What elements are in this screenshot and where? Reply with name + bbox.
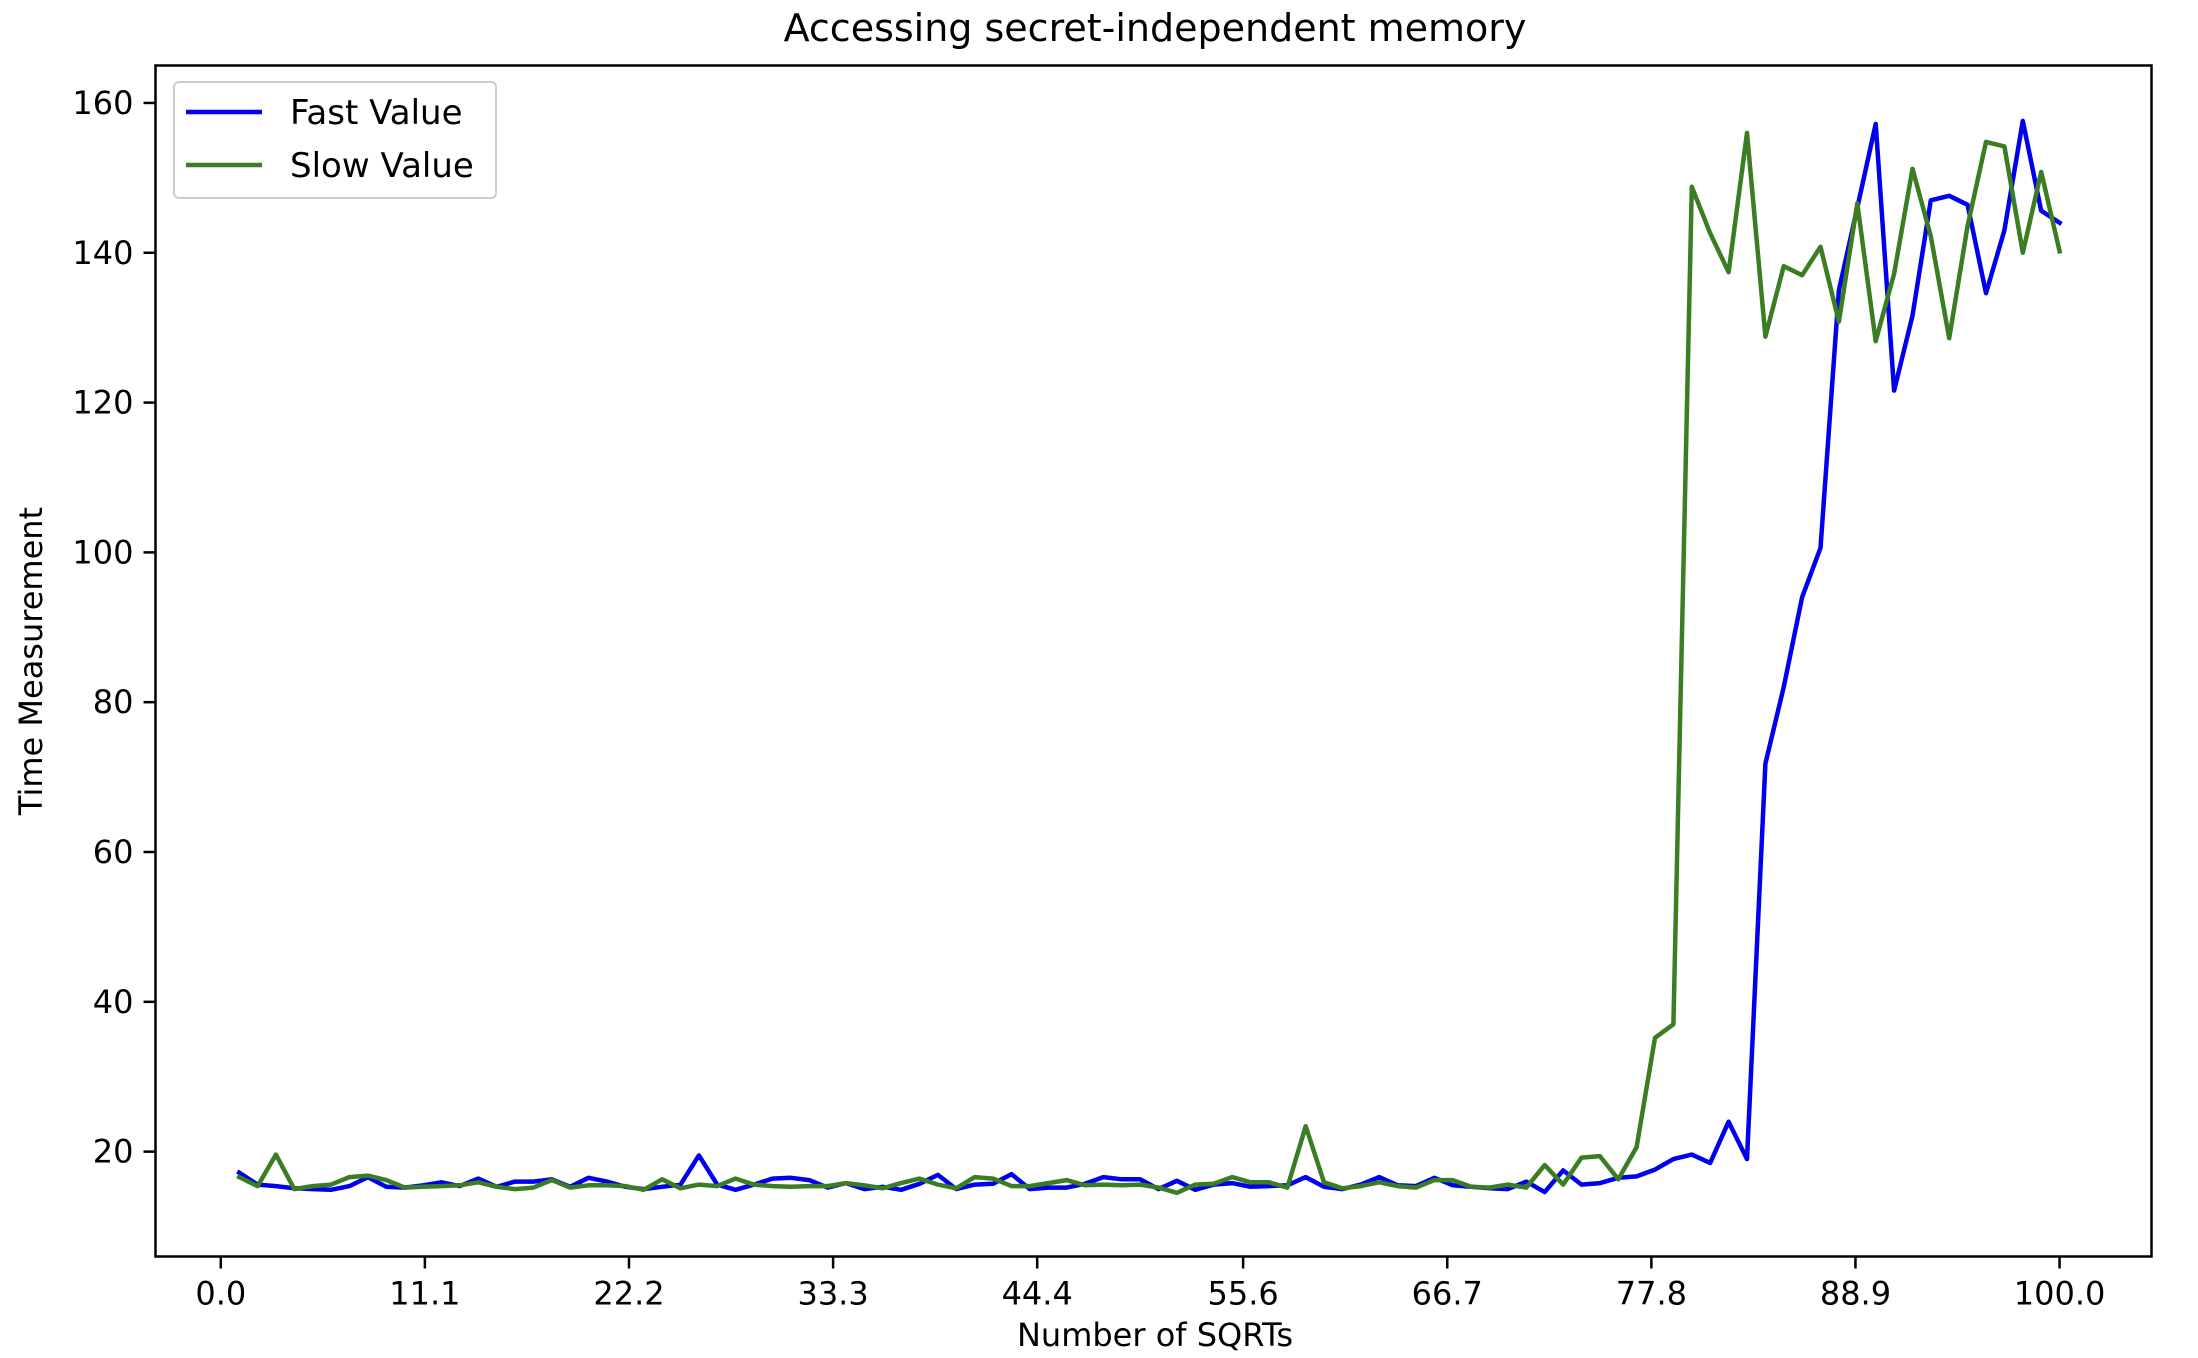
y-tick-label: 100 [72,533,133,571]
legend-label-slow-value: Slow Value [290,146,474,186]
x-tick-label: 22.2 [593,1275,664,1313]
y-tick-label: 40 [93,983,134,1021]
x-tick-label: 88.9 [1820,1275,1891,1313]
x-tick-label: 55.6 [1208,1275,1279,1313]
series-line-slow-value [236,130,2063,1196]
y-tick-label: 80 [93,683,134,721]
y-tick-label: 60 [93,833,134,871]
y-tick-label: 140 [72,234,133,272]
y-axis: 20 40 60 80 100 120 140 160 [72,84,156,1171]
y-axis-label: Time Measurement [12,507,50,816]
x-tick-label: 11.1 [389,1275,460,1313]
x-axis-label: Number of SQRTs [1017,1316,1293,1354]
x-tick-label: 33.3 [797,1275,868,1313]
y-tick-label: 20 [93,1133,134,1171]
chart-title: Accessing secret-independent memory [784,6,1527,50]
x-tick-label: 100.0 [2014,1275,2106,1313]
axes-frame [154,64,2153,1258]
plot-area [236,118,2063,1196]
x-axis: 0.0 11.1 22.2 33.3 44.4 55.6 66.7 77.8 88.9 100.0 [195,1256,2106,1313]
x-tick-label: 0.0 [195,1275,246,1313]
legend-label-fast-value: Fast Value [290,93,463,133]
x-tick-label: 66.7 [1412,1275,1483,1313]
x-tick-label: 77.8 [1616,1275,1687,1313]
x-tick-label: 44.4 [1002,1275,1073,1313]
series-line-fast-value [236,118,2063,1195]
legend: Fast Value Slow Value [173,81,497,199]
y-tick-label: 120 [72,384,133,422]
y-tick-label: 160 [72,84,133,122]
